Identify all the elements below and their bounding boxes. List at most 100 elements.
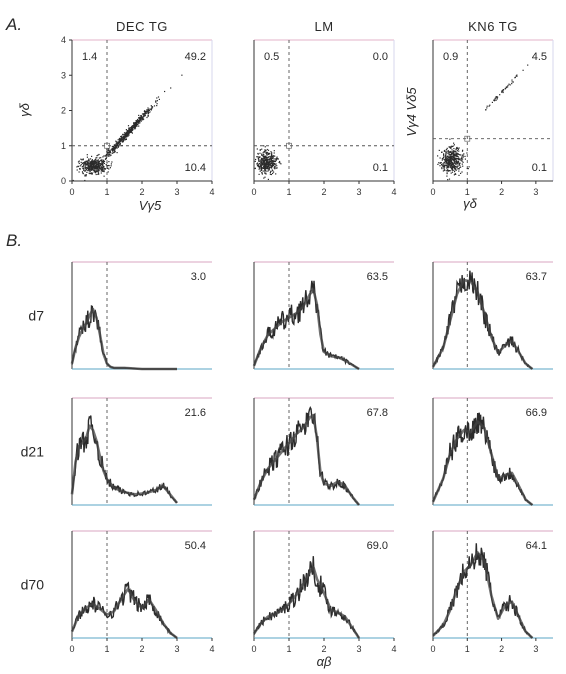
- scatter-3-point: [448, 157, 451, 159]
- scatter-1-point: [96, 155, 98, 157]
- scatter-2-point: [275, 158, 277, 160]
- scatter-3-point: [450, 158, 452, 160]
- scatter-1-point: [153, 105, 156, 107]
- scatter-3-point: [455, 158, 457, 160]
- scatter-2-point: [266, 161, 268, 163]
- scatter-3-point: [449, 170, 451, 172]
- scatter-1-point: [92, 161, 94, 163]
- scatter-2-point: [272, 155, 274, 157]
- scatter-3-point: [455, 163, 457, 165]
- scatter-3-point: [447, 179, 449, 181]
- scatter-1-point: [123, 133, 125, 136]
- scatter-1-point: [132, 128, 134, 131]
- scatter-3-point: [505, 87, 507, 89]
- scatter-3-point: [448, 153, 450, 155]
- scatter-1-point: [114, 144, 116, 146]
- scatter-1-point: [136, 123, 138, 125]
- scatter-1-point: [142, 117, 144, 119]
- scatter-2-point: [257, 164, 259, 166]
- scatter-1-point: [130, 128, 132, 130]
- scatter-3-point: [462, 149, 464, 151]
- scatter-1-point: [91, 155, 93, 157]
- scatter-2-point: [265, 159, 268, 161]
- scatter-1-point: [98, 166, 100, 168]
- scatter-2-point: [272, 172, 274, 174]
- scatter-1-point: [85, 175, 87, 177]
- scatter-1-point: [124, 133, 126, 135]
- scatter-1-point: [142, 113, 144, 115]
- scatter-1-point: [130, 131, 132, 133]
- scatter-3-point: [440, 162, 442, 164]
- scatter-3-point: [450, 147, 452, 149]
- scatter-1-point: [157, 96, 160, 98]
- scatter-1-point: [128, 130, 130, 132]
- scatter-3-point: [458, 162, 460, 164]
- scatter-1-point: [93, 162, 96, 164]
- scatter-2-point: [267, 178, 269, 180]
- histogram-d70-kn6-tg-xtick-label: 1: [465, 644, 470, 654]
- scatter-1-point: [94, 170, 96, 172]
- scatter-1-point: [85, 162, 87, 164]
- scatter-2-point: [259, 149, 261, 151]
- scatter-3-point: [443, 158, 445, 161]
- scatter-1-point: [119, 142, 121, 144]
- scatter-1-point: [99, 165, 101, 167]
- chart-layer: DEC TG 0 1 2 3 4 0 1 2 3 4 1.4 49.2 10.4 LM 0 1 2 3 4 0.5 0.0…: [17, 19, 554, 669]
- scatter-1-point: [109, 149, 111, 151]
- scatter-2-point: [279, 160, 281, 163]
- scatter-2-point: [254, 167, 256, 169]
- scatter-1-point: [97, 168, 99, 170]
- scatter-3-point: [458, 168, 460, 170]
- scatter-2-point: [261, 153, 263, 155]
- scatter-1-point: [98, 157, 100, 159]
- scatter-2-point: [264, 162, 266, 164]
- scatter-1-point: [125, 134, 127, 137]
- scatter-1-point: [111, 149, 113, 151]
- scatter-2-point: [265, 156, 267, 158]
- scatter-1-point: [111, 152, 113, 154]
- scatter-1-point: [144, 112, 146, 114]
- scatter-1-point: [133, 126, 135, 128]
- scatter-2-point: [271, 159, 273, 161]
- scatter-3-xtick-label: 0: [430, 187, 435, 197]
- scatter-1-point: [80, 158, 82, 160]
- scatter-1-point: [123, 138, 126, 140]
- scatter-1-point: [100, 170, 102, 172]
- scatter-2-point: [265, 161, 268, 163]
- scatter-1-point: [82, 162, 84, 164]
- histogram-d7-dec-tg-percent: 3.0: [191, 271, 206, 283]
- scatter-3-point: [450, 164, 452, 166]
- scatter-1-point: [147, 112, 149, 114]
- scatter-3-point: [452, 165, 454, 168]
- histogram-d7-kn6-tg-curve: [432, 270, 533, 370]
- scatter-1-point: [143, 113, 145, 115]
- scatter-1-point: [111, 147, 113, 150]
- scatter-2-point: [261, 173, 263, 175]
- scatter-3-point: [453, 167, 455, 169]
- scatter-1-point: [110, 163, 112, 165]
- scatter-1-point: [142, 119, 144, 121]
- scatter-1-point: [90, 161, 92, 163]
- histogram-d70-dec-tg-xtick-label: 0: [69, 644, 74, 654]
- scatter-2-point: [260, 166, 262, 168]
- scatter-3-point: [452, 150, 455, 152]
- scatter-3-point: [441, 168, 443, 170]
- scatter-3-point: [499, 94, 501, 96]
- scatter-1-point: [87, 165, 89, 167]
- scatter-1-point: [140, 117, 142, 119]
- scatter-1-point: [88, 169, 90, 171]
- scatter-1-point: [92, 163, 94, 165]
- scatter-3-point: [486, 107, 488, 109]
- scatter-1-point: [102, 156, 104, 158]
- scatter-1-point: [88, 160, 90, 162]
- scatter-1-point: [150, 109, 152, 111]
- scatter-1-point: [101, 168, 103, 170]
- scatter-2-xtick-label: 1: [286, 187, 291, 197]
- scatter-1-point: [127, 130, 129, 132]
- scatter-2-point: [259, 152, 261, 154]
- scatter-1-point: [144, 114, 146, 116]
- scatter-2-point: [273, 158, 275, 160]
- scatter-1-point: [88, 166, 90, 169]
- scatter-1-point: [136, 125, 138, 127]
- scatter-1-point: [111, 145, 113, 148]
